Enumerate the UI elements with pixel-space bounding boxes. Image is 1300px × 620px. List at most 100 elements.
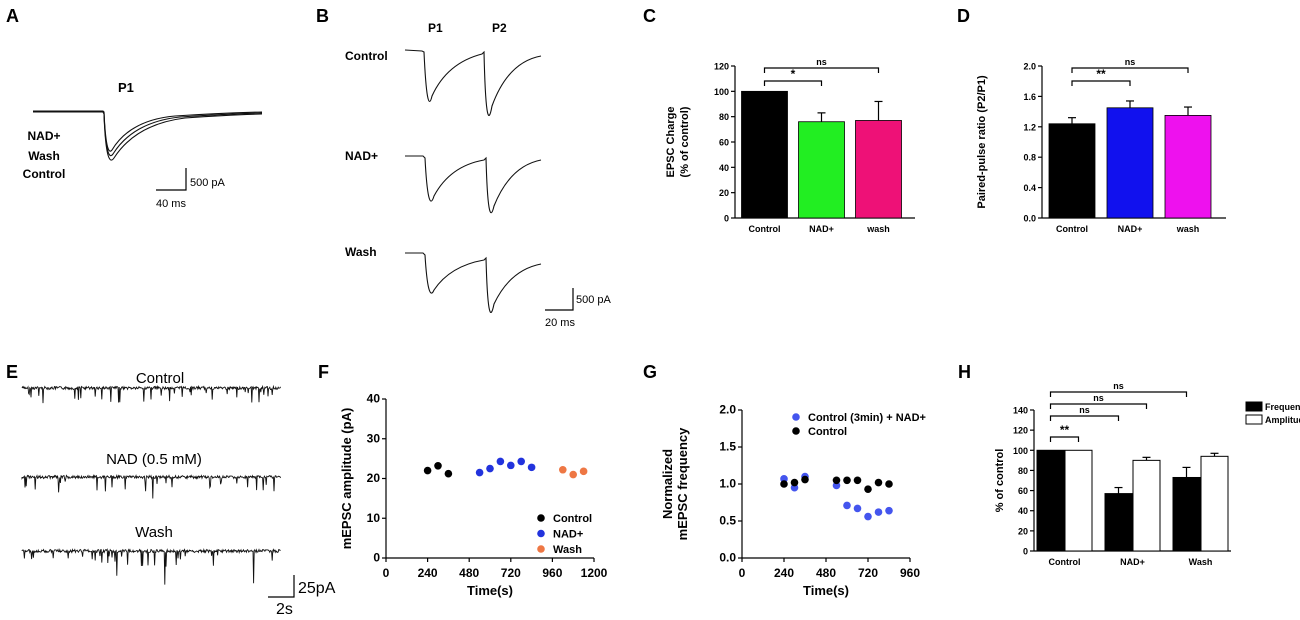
bar — [1064, 449, 1093, 552]
x-axis-label: Time(s) — [467, 583, 513, 598]
panel-a-scale-x: 40 ms — [156, 198, 186, 210]
y-tick-label: 1.2 — [1023, 122, 1036, 132]
data-point — [843, 476, 851, 485]
y-axis-label: mEPSC frequency — [675, 427, 690, 540]
legend-label: Control — [808, 426, 847, 438]
y-axis-label: % of control — [994, 449, 1006, 513]
y-tick-label: 1.6 — [1023, 92, 1036, 102]
panel-b-scale-x: 20 ms — [545, 317, 575, 329]
x-axis-label: Time(s) — [803, 583, 849, 598]
panel-e-label-control: Control — [136, 370, 184, 387]
significance-bracket — [1071, 80, 1131, 86]
y-tick-label: 0 — [373, 551, 380, 565]
bar — [1036, 449, 1065, 552]
trace-e-control — [21, 384, 281, 404]
significance-bracket — [1049, 415, 1120, 421]
panel-g-letter: G — [643, 362, 657, 382]
trace-b-wash — [405, 252, 542, 314]
legend-label: NAD+ — [553, 529, 583, 541]
data-point — [790, 478, 799, 487]
data-point — [486, 464, 494, 473]
legend-label: Wash — [553, 544, 582, 556]
bar — [1200, 455, 1229, 552]
significance-label: ** — [1060, 423, 1070, 437]
panel-e-scale-x: 2s — [276, 601, 293, 618]
trace-b-nad — [405, 155, 542, 214]
y-tick-label: 100 — [714, 87, 729, 97]
y-tick-label: 60 — [1018, 486, 1028, 496]
panel-d-letter: D — [957, 6, 970, 26]
panel-b-scale-y: 500 pA — [576, 294, 612, 306]
y-tick-label: 140 — [1013, 406, 1028, 416]
trace-e-nad — [21, 473, 281, 499]
panel-d-chart: 0.0 0.4 0.8 1.2 1.6 2.0 Control NAD+ wash ** ns Pai… — [976, 57, 1226, 234]
y-tick-label: 2.0 — [719, 403, 736, 417]
panel-b-row-control: Control — [345, 49, 388, 63]
data-point — [853, 504, 862, 513]
significance-label: ns — [1093, 393, 1104, 403]
y-axis-label: EPSC Charge — [665, 107, 677, 178]
y-tick-label: 0.0 — [719, 551, 736, 565]
significance-bracket — [1049, 403, 1148, 409]
trace-b-control — [404, 49, 542, 116]
x-tick-label: 240 — [774, 566, 794, 580]
data-point — [780, 480, 788, 488]
x-tick-label: 240 — [418, 566, 438, 580]
x-tick-label: 0 — [739, 566, 746, 580]
legend-marker — [792, 413, 800, 421]
panel-g: G 0.0 0.5 1.0 1.5 2.0 0 240 480 720 960 Time(s) Nor… — [643, 362, 926, 598]
significance-label: ns — [1113, 381, 1124, 391]
data-point — [496, 457, 505, 466]
legend-marker — [792, 427, 800, 435]
data-point — [507, 461, 515, 470]
x-tick-label: NAD+ — [809, 224, 834, 234]
data-point — [801, 475, 809, 484]
panel-c-chart: 0 20 40 60 80 100 120 Control NAD+ wash * ns EPSC Ch… — [665, 57, 915, 234]
x-tick-label: 480 — [459, 566, 479, 580]
y-tick-label: 0.5 — [719, 514, 736, 528]
panel-e-scale-bar — [268, 575, 295, 598]
data-point — [885, 480, 893, 488]
panel-b-pulse-p2: P2 — [492, 21, 507, 35]
panel-f-chart: 0 10 20 30 40 0 240 480 720 960 1200 Time(s) mEPSC a… — [339, 392, 608, 599]
panel-b-letter: B — [316, 6, 329, 26]
y-tick-label: 30 — [367, 431, 381, 445]
significance-bracket — [1049, 391, 1188, 397]
legend-label: Control (3min) + NAD+ — [808, 412, 926, 424]
legend-marker — [537, 545, 545, 553]
x-tick-label: Wash — [1189, 557, 1213, 567]
x-tick-label: 480 — [816, 566, 836, 580]
y-tick-label: 20 — [1018, 526, 1028, 536]
x-tick-label: Control — [749, 224, 781, 234]
y-axis-label: (% of control) — [679, 106, 691, 177]
bar — [741, 90, 788, 219]
panel-a-traces — [33, 110, 263, 161]
panel-f: F 0 10 20 30 40 0 240 480 720 960 1200 Time(s) mEPSC… — [318, 362, 608, 598]
y-tick-label: 2.0 — [1023, 62, 1036, 72]
data-point — [569, 470, 577, 479]
data-point — [444, 469, 453, 478]
bar — [1104, 493, 1133, 552]
legend-label: Amplitude — [1265, 415, 1300, 425]
panel-b-scale-bar — [545, 288, 574, 311]
trace-a-1 — [33, 110, 263, 152]
y-tick-label: 1.5 — [719, 440, 736, 454]
data-point — [579, 467, 588, 476]
panel-f-letter: F — [318, 362, 329, 382]
x-tick-label: 720 — [501, 566, 521, 580]
bar — [1048, 123, 1096, 219]
y-tick-label: 1.0 — [719, 477, 736, 491]
significance-label: ns — [1125, 57, 1136, 67]
panel-b-pulse-p1: P1 — [428, 21, 443, 35]
panel-g-chart: 0.0 0.5 1.0 1.5 2.0 0 240 480 720 960 Time(s) Norma… — [660, 403, 926, 599]
y-axis-label: Normalized — [660, 449, 675, 519]
y-tick-label: 0.0 — [1023, 214, 1036, 224]
significance-bracket — [763, 80, 823, 86]
data-point — [864, 485, 872, 493]
y-tick-label: 0.4 — [1023, 183, 1036, 193]
x-tick-label: 720 — [858, 566, 878, 580]
panel-a-scale-bar — [156, 168, 187, 191]
